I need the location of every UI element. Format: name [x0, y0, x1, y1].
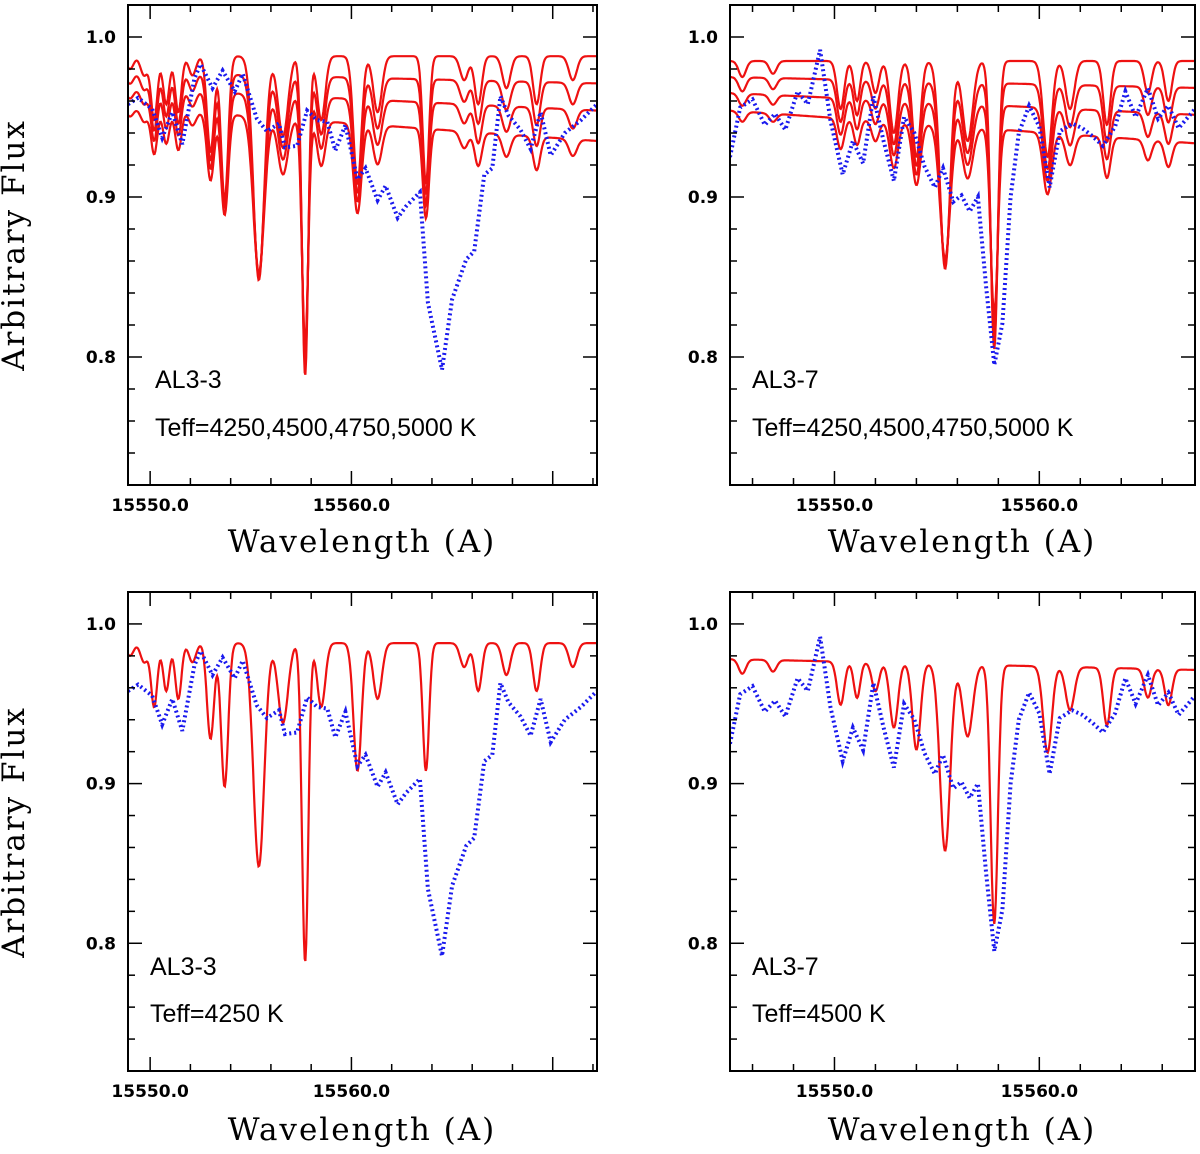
star-label: AL3-7 [752, 366, 819, 394]
panel-top-right: Wavelength (A) AL3-7 Teff=4250,4500,4750… [688, 4, 1196, 560]
y-tick-label: 0.8 [86, 348, 116, 368]
synthetic-spectrum-1 [128, 642, 597, 962]
plot-frame [729, 4, 1196, 486]
synthetic-spectrum-4 [128, 109, 597, 344]
plot-frame [127, 591, 598, 1072]
plot-frame [729, 591, 1196, 1072]
teff-caption: Teff=4250,4500,4750,5000 K [752, 414, 1074, 442]
panel-top-left: Arbitrary Flux Wavelength (A) AL3-3 Teff… [0, 4, 598, 560]
panel-bottom-right: Wavelength (A) AL3-7 Teff=4500 K 15550.0… [688, 591, 1196, 1148]
x-tick-label: 15560.0 [1001, 496, 1079, 516]
synthetic-spectrum-4 [730, 109, 1195, 314]
synthetic-spectrum-1 [730, 658, 1195, 925]
x-tick-label: 15550.0 [111, 1082, 189, 1102]
x-axis-label: Wavelength (A) [228, 1112, 496, 1148]
x-tick-label: 15560.0 [313, 1082, 391, 1102]
star-label: AL3-3 [150, 953, 217, 981]
y-tick-label: 0.8 [86, 934, 116, 954]
teff-caption: Teff=4500 K [752, 1000, 886, 1028]
y-tick-label: 0.8 [688, 934, 718, 954]
synthetic-spectrum-2 [730, 75, 1195, 337]
x-tick-label: 15560.0 [313, 496, 391, 516]
synthetic-spectrum-2 [128, 74, 597, 364]
panel-bottom-left: Arbitrary Flux Wavelength (A) AL3-3 Teff… [0, 591, 598, 1148]
x-tick-label: 15550.0 [796, 1082, 874, 1102]
plot-frame [127, 4, 598, 486]
x-tick-label: 15550.0 [111, 496, 189, 516]
star-label: AL3-7 [752, 953, 819, 981]
y-tick-label: 1.0 [688, 28, 718, 48]
x-axis-label: Wavelength (A) [228, 524, 496, 560]
x-tick-label: 15560.0 [1001, 1082, 1079, 1102]
teff-caption: Teff=4250,4500,4750,5000 K [155, 414, 477, 442]
y-tick-label: 0.9 [86, 188, 116, 208]
observed-spectrum [730, 636, 1195, 952]
y-tick-label: 0.8 [688, 348, 718, 368]
x-tick-label: 15550.0 [796, 496, 874, 516]
x-axis-label: Wavelength (A) [828, 1112, 1096, 1148]
x-axis-label: Wavelength (A) [828, 524, 1096, 560]
y-axis-label: Arbitrary Flux [0, 706, 32, 959]
synthetic-spectrum-3 [128, 90, 597, 352]
synthetic-spectrum-1 [730, 59, 1195, 350]
y-tick-label: 1.0 [688, 615, 718, 635]
y-tick-label: 0.9 [86, 775, 116, 795]
y-axis-label: Arbitrary Flux [0, 119, 32, 372]
y-tick-label: 1.0 [86, 28, 116, 48]
observed-spectrum [128, 646, 597, 957]
teff-caption: Teff=4250 K [150, 1000, 284, 1028]
y-tick-label: 0.9 [688, 188, 718, 208]
synthetic-spectrum-1 [128, 55, 597, 376]
y-tick-label: 0.9 [688, 775, 718, 795]
star-label: AL3-3 [155, 366, 222, 394]
y-tick-label: 1.0 [86, 615, 116, 635]
